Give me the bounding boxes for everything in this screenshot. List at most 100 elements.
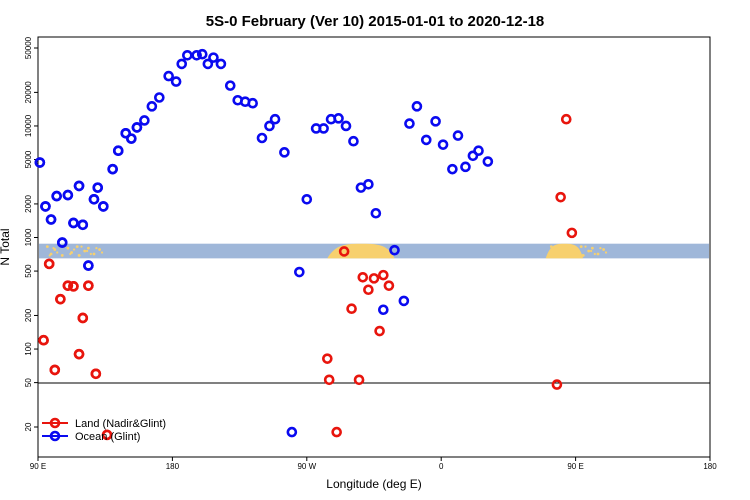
ocean-point [264,120,275,132]
ocean-point [430,116,441,127]
band-land [100,251,104,254]
band-land [553,252,557,256]
ocean-point [112,145,124,157]
ocean-point [40,201,51,212]
ocean-point [279,147,290,158]
ocean-point [467,150,479,162]
ocean-point [83,260,94,271]
band-land [98,248,101,251]
ocean-point [378,304,389,316]
land-ocean-band [39,243,709,259]
y-tick-label: 20000 [24,81,33,104]
band-land [95,246,98,250]
band-land [589,249,593,253]
land-point [560,113,572,125]
y-tick-label: 50 [24,378,33,387]
ocean-point [92,182,104,193]
y-tick-label: 50000 [24,36,33,59]
ocean-point [460,161,471,173]
x-tick-label: 180 [703,462,717,471]
band-land [591,246,594,250]
band-land [560,251,563,254]
y-axis: 20 50 100 200 500 1000 2000 5000 10000 20000 50000 [24,36,38,431]
land-point [323,374,335,386]
band-land [56,251,59,254]
band-land [574,251,577,254]
band-land [87,246,90,250]
land-point [43,258,55,270]
ocean-point [247,97,258,109]
band-land [72,248,76,251]
ocean-point [73,180,85,192]
y-tick-label: 10000 [24,114,33,137]
band-land [599,246,602,250]
ocean-point [131,122,143,133]
ocean-point [452,130,464,141]
ocean-point [398,295,410,307]
land-point [555,191,566,203]
plot-frame [37,36,711,458]
ocean-point [146,101,158,112]
band-land [85,249,89,253]
land-point [55,293,66,305]
band-land [53,248,57,251]
land-point [353,374,365,386]
band-land [49,252,53,256]
band-land [596,252,600,256]
ocean-point [269,113,281,125]
legend: Land (Nadir&Glint) Ocean (Glint) [42,417,166,443]
band-land [602,248,605,251]
ocean-point [294,266,305,278]
ocean-point [370,207,382,219]
land-point [77,312,89,324]
ocean-point [120,127,132,139]
y-tick-label: 20 [24,422,33,431]
land-point [363,284,374,296]
land-point [551,379,563,390]
ocean-point [286,426,298,438]
legend-land-marker [49,417,61,429]
band-land [587,249,591,253]
ocean-point [404,118,415,129]
ocean-point [154,92,165,103]
land-point [383,280,395,291]
band-land [549,245,553,249]
band-land [579,245,583,249]
legend-ocean-marker [49,430,61,442]
ocean-point [389,244,400,256]
ocean-point [98,201,109,212]
ocean-point [224,80,236,91]
ocean-point [420,134,432,146]
land-point [346,303,357,314]
ocean-point [363,178,374,190]
legend-land-label: Land (Nadir&Glint) [75,418,166,430]
x-tick-label: 0 [439,462,444,471]
ocean-point [88,194,100,205]
band-land [66,246,70,250]
land-point [368,273,380,284]
ocean-point [196,48,208,60]
ocean-point [202,58,214,70]
band-land [570,246,574,250]
ocean-point [56,237,68,248]
ocean-point [176,58,188,70]
ocean-point [45,214,57,225]
x-axis: 90 E 180 90 W 0 90 E 180 [30,457,717,471]
band-land [45,245,49,249]
x-tick-label: 90 W [297,462,316,471]
ocean-point [170,76,182,87]
land-point [83,280,94,291]
band-land [92,252,96,256]
band-land [60,254,64,257]
land-point [49,364,61,376]
ocean-point [163,70,174,82]
ocean-point [68,217,79,229]
y-tick-label: 200 [24,308,33,322]
ocean-point [34,157,46,168]
band-land [557,248,561,251]
x-axis-label: Longitude (deg E) [326,477,421,491]
ocean-point [348,135,359,147]
ocean-point [482,156,494,167]
band-land [564,254,568,257]
